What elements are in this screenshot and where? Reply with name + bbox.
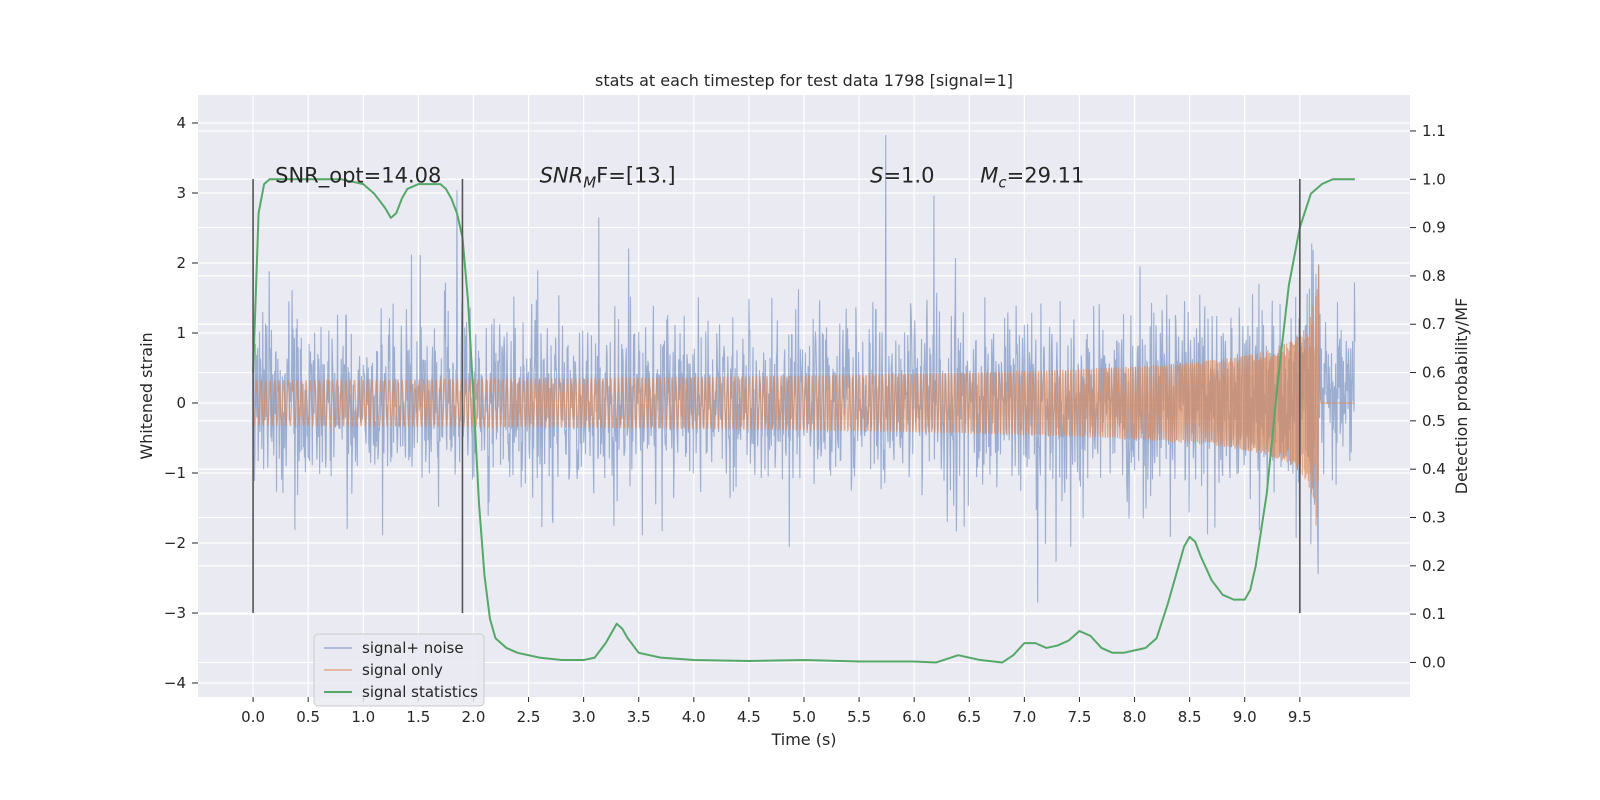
annotation-symbol: M bbox=[980, 164, 998, 188]
annotations: SNR_opt=14.08 SNRMF=[13.] S=1.0 Mc=29.11 bbox=[275, 164, 1084, 192]
annotation: Mc=29.11 bbox=[980, 164, 1084, 192]
y2-tick-label: 0.5 bbox=[1422, 412, 1446, 430]
y-tick-label: 0 bbox=[176, 394, 186, 412]
x-tick-label: 5.0 bbox=[792, 708, 816, 726]
y2-tick-label: 0.2 bbox=[1422, 557, 1446, 575]
annotation-subscript: M bbox=[583, 174, 596, 192]
y-tick-label: 1 bbox=[176, 324, 186, 342]
y2-tick-label: 0.9 bbox=[1422, 219, 1446, 237]
x-tick-label: 0.0 bbox=[241, 708, 265, 726]
x-tick-label: 5.5 bbox=[847, 708, 871, 726]
y-tick-label: −1 bbox=[164, 464, 186, 482]
x-tick-label: 4.0 bbox=[682, 708, 706, 726]
annotation-subscript: c bbox=[998, 174, 1007, 192]
y-tick-label: −4 bbox=[164, 674, 186, 692]
y2-tick-label: 0.6 bbox=[1422, 364, 1446, 382]
y2-tick-label: 1.0 bbox=[1422, 170, 1446, 188]
y-axis-label: Whitened strain bbox=[137, 332, 156, 459]
ticks: 0.0 0.5 1.0 1.5 2.0 2.5 3.0 3.5 4.0 4.5 5.0 5.5 6.0 6… bbox=[164, 114, 1446, 726]
legend-box bbox=[313, 633, 485, 707]
x-tick-label: 9.5 bbox=[1288, 708, 1312, 726]
x-tick-label: 6.0 bbox=[902, 708, 926, 726]
series-layer bbox=[252, 135, 1356, 664]
annotation: SNR_opt=14.08 bbox=[275, 164, 441, 189]
legend-label: signal statistics bbox=[362, 683, 478, 701]
annotation-value: F=[13.] bbox=[596, 164, 675, 188]
y2-tick-label: 1.1 bbox=[1422, 122, 1446, 140]
x-tick-label: 4.5 bbox=[737, 708, 761, 726]
y-tick-label: 3 bbox=[176, 184, 186, 202]
x-tick-label: 6.5 bbox=[957, 708, 981, 726]
x-tick-label: 2.0 bbox=[462, 708, 486, 726]
y-tick-label: 4 bbox=[176, 114, 186, 132]
vertical-markers bbox=[252, 179, 1301, 613]
y2-tick-label: 0.4 bbox=[1422, 460, 1446, 478]
x-tick-label: 2.5 bbox=[517, 708, 541, 726]
annotation-symbol: SNR bbox=[540, 164, 584, 188]
y-tick-label: −2 bbox=[164, 534, 186, 552]
y2-tick-label: 0.0 bbox=[1422, 653, 1446, 671]
y2-tick-label: 0.7 bbox=[1422, 315, 1446, 333]
series-signal-statistics bbox=[252, 178, 1355, 664]
y2-axis-label: Detection probability/MF bbox=[1452, 298, 1471, 495]
y2-tick-label: 0.8 bbox=[1422, 267, 1446, 285]
x-tick-label: 7.5 bbox=[1068, 708, 1092, 726]
annotation-symbol: S bbox=[870, 164, 883, 188]
x-tick-label: 7.0 bbox=[1012, 708, 1036, 726]
y2-tick-label: 0.3 bbox=[1422, 508, 1446, 526]
x-tick-label: 0.5 bbox=[296, 708, 320, 726]
y2-tick-label: 0.1 bbox=[1422, 605, 1446, 623]
annotation: SNRMF=[13.] bbox=[540, 164, 676, 192]
x-tick-label: 8.5 bbox=[1178, 708, 1202, 726]
x-tick-label: 1.0 bbox=[351, 708, 375, 726]
x-tick-label: 3.5 bbox=[627, 708, 651, 726]
annotation-value: =1.0 bbox=[883, 164, 934, 188]
annotation-value: =29.11 bbox=[1007, 164, 1085, 188]
legend: signal+ noise signal only signal statistic… bbox=[313, 633, 485, 707]
y-tick-label: −3 bbox=[164, 604, 186, 622]
legend-label: signal+ noise bbox=[362, 639, 464, 657]
x-tick-label: 8.0 bbox=[1123, 708, 1147, 726]
chart-title: stats at each timestep for test data 179… bbox=[595, 71, 1013, 90]
x-axis-label: Time (s) bbox=[770, 730, 836, 749]
x-tick-label: 9.0 bbox=[1233, 708, 1257, 726]
annotation: S=1.0 bbox=[870, 164, 934, 188]
x-tick-label: 1.5 bbox=[406, 708, 430, 726]
legend-label: signal only bbox=[362, 661, 443, 679]
y-tick-label: 2 bbox=[176, 254, 186, 272]
x-tick-label: 3.0 bbox=[572, 708, 596, 726]
series-signal-only bbox=[252, 265, 1355, 526]
